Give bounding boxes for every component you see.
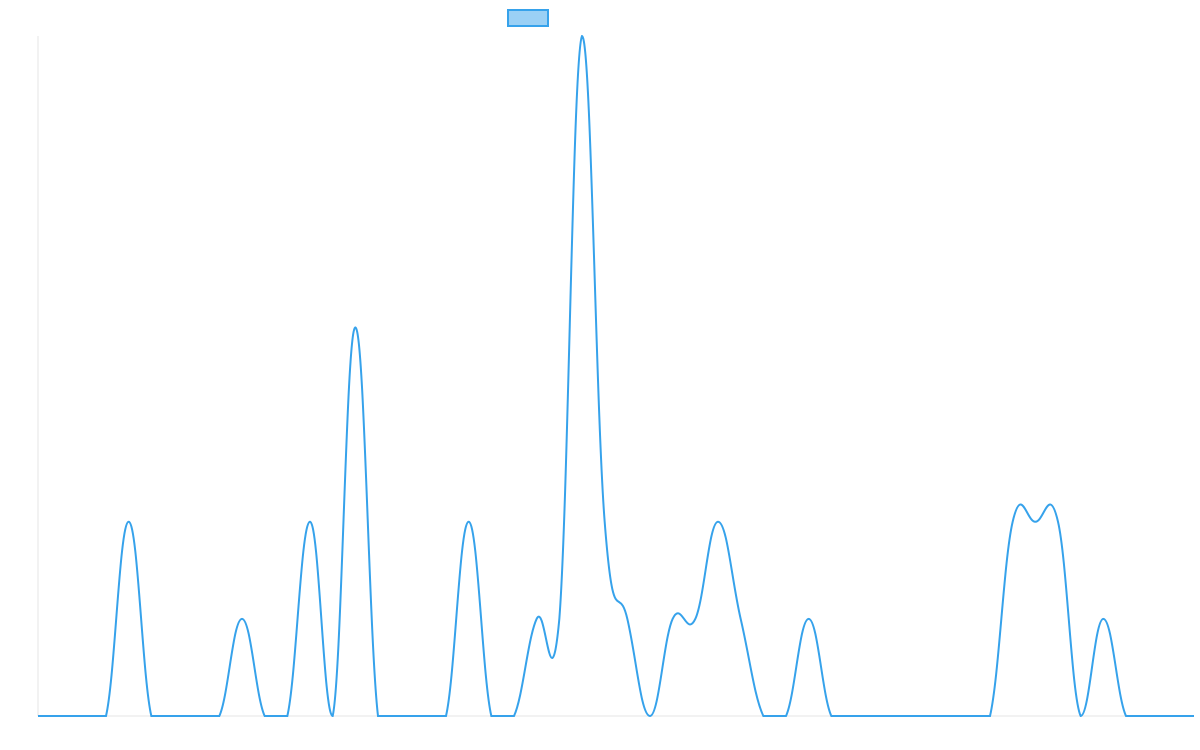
line-series (38, 34, 1194, 718)
legend-swatch[interactable] (507, 9, 549, 27)
